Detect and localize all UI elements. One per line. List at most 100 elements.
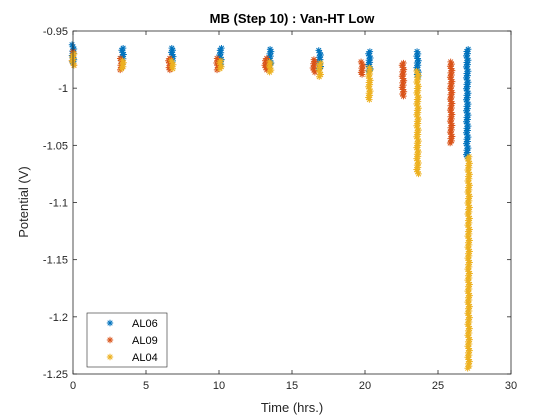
data-point <box>216 51 223 59</box>
data-point <box>446 84 454 92</box>
data-point <box>447 113 454 120</box>
data-point <box>464 276 471 284</box>
data-point <box>463 96 470 103</box>
data-point <box>70 55 77 62</box>
data-point <box>398 73 406 80</box>
data-point <box>465 345 472 352</box>
legend-marker <box>106 353 114 361</box>
data-point <box>263 59 270 67</box>
cluster-al09-8 <box>446 58 456 147</box>
data-point <box>399 75 407 82</box>
cluster-al04-5 <box>315 59 324 80</box>
data-point <box>365 94 372 101</box>
data-point <box>465 356 472 363</box>
series-al04 <box>68 50 473 372</box>
data-point <box>414 124 421 132</box>
data-point <box>398 84 406 91</box>
data-point <box>316 73 323 80</box>
data-point <box>69 52 76 60</box>
data-point <box>414 70 421 77</box>
x-tick-label: 25 <box>432 380 444 392</box>
data-point <box>463 129 470 136</box>
legend-marker <box>106 319 114 327</box>
data-point <box>463 107 470 114</box>
data-point <box>413 48 421 55</box>
data-point <box>266 46 274 53</box>
data-point <box>266 58 273 66</box>
data-point <box>317 56 324 63</box>
data-point <box>464 184 472 191</box>
data-point <box>464 239 472 246</box>
data-point <box>465 168 472 176</box>
data-point <box>464 365 471 372</box>
data-point <box>464 76 471 84</box>
data-point <box>463 136 470 143</box>
data-point <box>266 64 274 72</box>
data-point <box>119 57 126 64</box>
cluster-al04-4 <box>265 58 275 76</box>
data-point <box>70 50 78 58</box>
data-point <box>464 166 471 174</box>
cluster-al04-1 <box>118 57 127 72</box>
data-point <box>218 44 225 52</box>
data-point <box>464 310 471 317</box>
data-point <box>463 63 470 71</box>
data-point <box>464 228 472 235</box>
data-point <box>447 91 454 98</box>
data-point <box>216 59 223 66</box>
data-point <box>263 55 270 62</box>
data-point <box>464 250 472 257</box>
x-tick-label: 30 <box>505 380 517 392</box>
data-point <box>263 66 270 74</box>
data-point <box>414 62 422 69</box>
data-point <box>414 50 422 58</box>
data-point <box>365 50 372 57</box>
data-point <box>365 68 373 76</box>
data-point <box>465 224 472 231</box>
x-tick-label: 0 <box>70 380 76 392</box>
cluster-al09-6 <box>357 58 367 78</box>
data-point <box>465 157 472 165</box>
y-tick-label: -0.95 <box>43 26 68 38</box>
data-point <box>464 261 472 268</box>
data-point <box>464 343 471 350</box>
data-point <box>465 312 472 319</box>
data-point <box>447 80 454 88</box>
data-point <box>399 86 407 93</box>
data-point <box>413 129 421 136</box>
legend-label: AL04 <box>132 352 158 364</box>
data-point <box>169 65 176 72</box>
data-point <box>119 49 126 56</box>
data-point <box>463 74 470 82</box>
data-point <box>165 64 173 71</box>
data-point <box>465 257 472 264</box>
data-point <box>68 41 76 48</box>
data-point <box>357 58 365 66</box>
data-point <box>316 54 323 61</box>
data-point <box>317 59 324 67</box>
data-point <box>447 131 455 138</box>
data-point <box>213 66 221 74</box>
data-point <box>414 102 421 110</box>
data-point <box>413 155 420 162</box>
data-point <box>166 66 174 74</box>
data-point <box>414 55 421 62</box>
data-point <box>414 157 421 164</box>
data-point <box>464 305 472 312</box>
data-point <box>464 109 471 117</box>
y-tick-label: -1.05 <box>43 140 68 152</box>
data-point <box>464 332 471 339</box>
data-point <box>413 85 421 92</box>
data-point <box>463 103 470 110</box>
data-point <box>70 62 78 69</box>
cluster-al09-4 <box>261 55 270 74</box>
data-point <box>365 79 373 86</box>
data-point <box>357 69 365 76</box>
data-point <box>464 298 471 306</box>
data-point <box>464 195 472 202</box>
data-point <box>262 57 269 64</box>
data-point <box>310 66 318 74</box>
data-point <box>413 166 420 173</box>
data-point <box>464 327 472 335</box>
data-point <box>464 232 471 240</box>
